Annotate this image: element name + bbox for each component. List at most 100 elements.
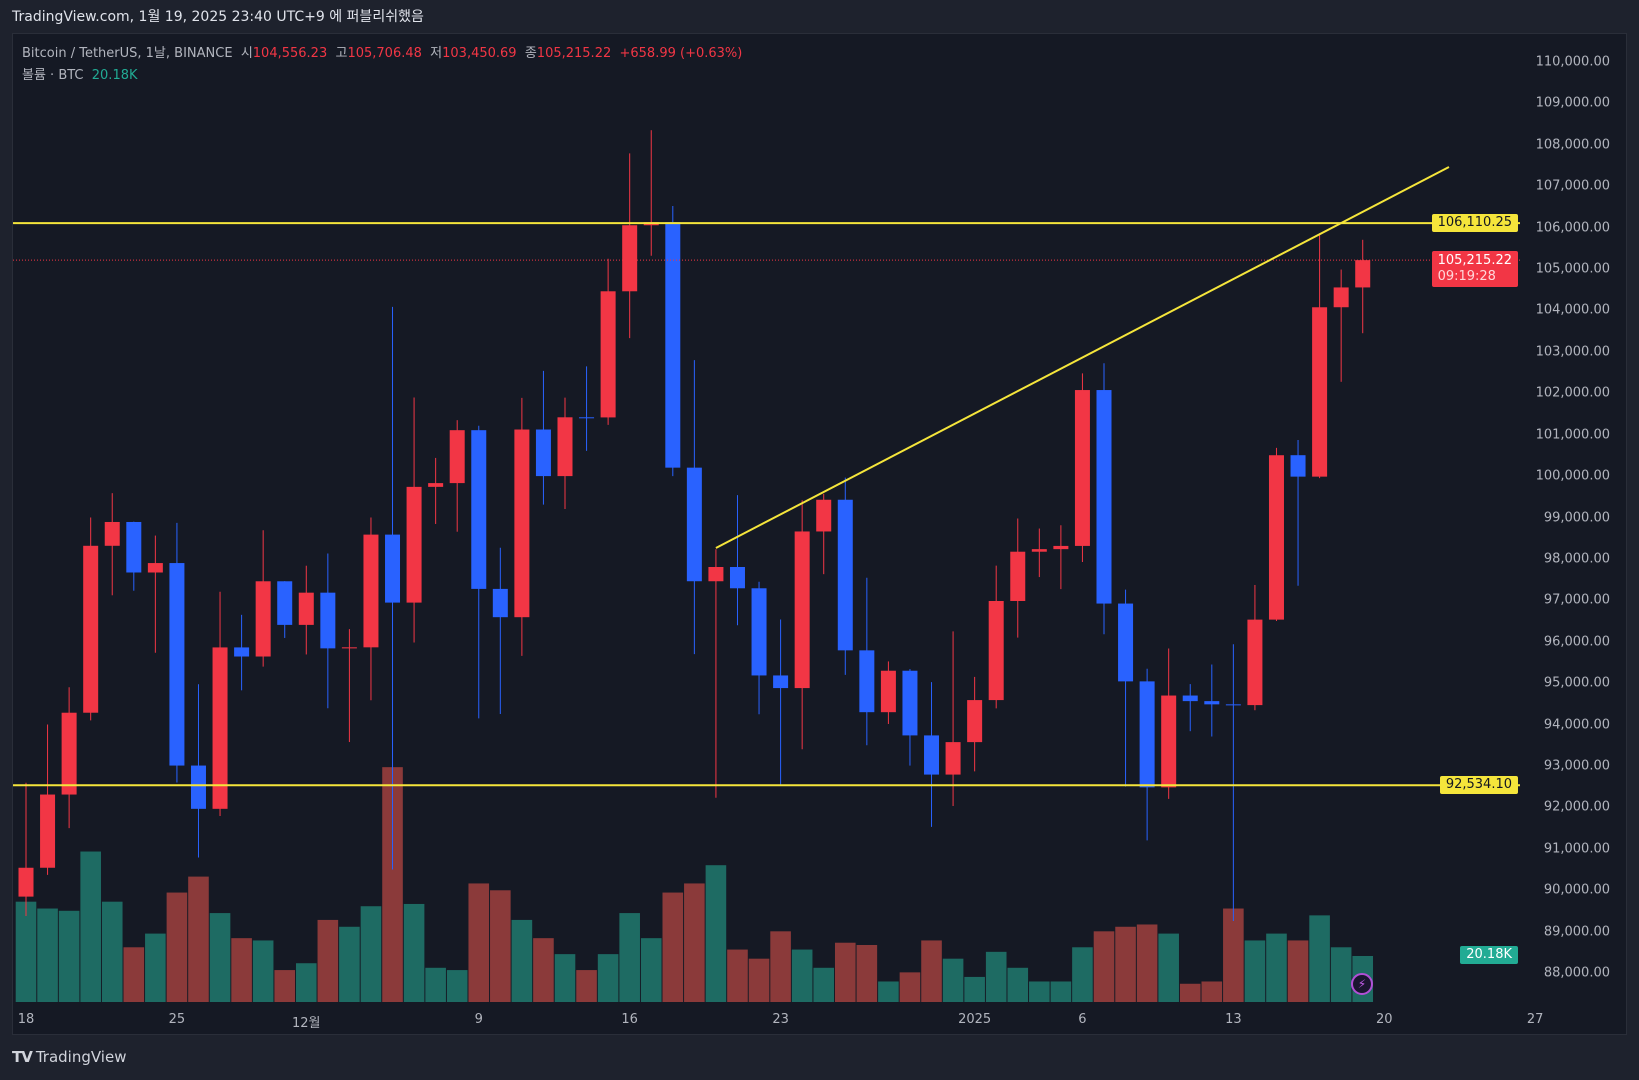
candle[interactable] [1139,668,1155,841]
symbol-label[interactable]: Bitcoin / TetherUS, 1날, BINANCE [22,46,233,61]
volume-bar [1330,947,1352,1002]
candle[interactable] [794,500,810,750]
candle[interactable] [1118,589,1134,787]
candle[interactable] [147,535,163,653]
candle[interactable] [406,397,422,643]
candle[interactable] [1031,528,1047,578]
candle[interactable] [298,565,314,655]
candle[interactable] [83,517,99,721]
volume-bar [317,919,339,1002]
candle[interactable] [1225,644,1241,922]
candle[interactable] [1290,439,1306,586]
candle-body [945,742,961,775]
candle[interactable] [363,517,379,701]
candle[interactable] [40,724,56,875]
lightning-icon[interactable]: ⚡ [1351,973,1373,995]
candle[interactable] [1053,525,1069,590]
volume-bar [856,945,878,1002]
candle[interactable] [686,360,702,655]
candle[interactable] [837,477,853,675]
published-caption: TradingView.com, 1월 19, 2025 23:40 UTC+9… [12,9,424,25]
price-tick-label: 97,000.00 [1543,592,1610,608]
candle[interactable] [859,577,875,746]
candle[interactable] [320,553,336,709]
volume-bar [1244,940,1266,1002]
candle[interactable] [61,687,77,829]
candle[interactable] [1333,269,1349,382]
candle-body [83,545,99,713]
candle[interactable] [1010,518,1026,638]
volume-bar [1223,908,1244,1002]
candle[interactable] [988,565,1004,709]
candle-body [1161,695,1177,788]
candle[interactable] [169,522,185,783]
candle[interactable] [212,591,228,816]
candle[interactable] [535,370,551,505]
candle[interactable] [665,205,681,477]
candle[interactable] [1355,239,1371,334]
chart-panel[interactable] [12,33,1627,1035]
candle[interactable] [945,631,961,807]
candle[interactable] [622,153,638,339]
candle[interactable] [1268,447,1284,622]
candle[interactable] [816,493,832,575]
candle[interactable] [880,661,896,724]
candle[interactable] [708,549,724,798]
candle[interactable] [104,493,120,596]
candle[interactable] [643,130,659,256]
candle[interactable] [579,366,595,451]
candle-body [1312,307,1328,477]
volume-bar [511,919,533,1002]
candle[interactable] [1204,664,1220,737]
candle[interactable] [277,581,293,638]
volume-bar [813,967,835,1002]
volume-bar [834,942,856,1002]
volume-bar [252,940,274,1002]
volume-bar [640,938,662,1002]
candle-body [1010,551,1026,601]
candle-body [600,291,616,418]
candle[interactable] [492,547,508,714]
candle[interactable] [729,495,745,626]
candle[interactable] [385,306,401,870]
candle[interactable] [1074,373,1090,562]
volume-label[interactable]: 볼륨 · BTC [22,68,84,83]
candle[interactable] [924,682,940,827]
candle[interactable] [471,425,487,719]
candle[interactable] [126,521,142,591]
candle[interactable] [1312,233,1328,479]
candle[interactable] [449,420,465,532]
time-tick-label: 9 [474,1012,483,1027]
candle[interactable] [1161,648,1177,799]
candle[interactable] [902,669,918,766]
candle-body [1118,603,1134,682]
price-tick-label: 90,000.00 [1543,882,1610,898]
volume-bar [554,954,576,1002]
candle[interactable] [190,684,206,858]
candle[interactable] [1247,584,1263,711]
candle[interactable] [234,614,250,691]
candle[interactable] [773,619,789,786]
volume-bar [425,967,446,1002]
candle[interactable] [1182,684,1198,732]
candle[interactable] [514,397,530,656]
candle-body [169,563,185,766]
candle[interactable] [967,676,983,772]
candle[interactable] [1096,363,1112,635]
footer-logo-text[interactable]: TradingView [35,1048,127,1066]
volume-bar [1179,983,1201,1002]
price-tick-label: 108,000.00 [1535,137,1610,153]
candle[interactable] [255,530,271,667]
candle[interactable] [600,258,616,425]
candle-body [880,670,896,713]
volume-bar [360,906,382,1002]
footer: TV TradingView [12,1048,126,1066]
candle[interactable] [557,397,573,510]
trendline[interactable] [715,166,1450,549]
candle[interactable] [751,581,767,715]
volume-bar [37,908,58,1002]
candle[interactable] [341,629,357,743]
candle[interactable] [428,457,444,524]
candle[interactable] [18,782,34,917]
